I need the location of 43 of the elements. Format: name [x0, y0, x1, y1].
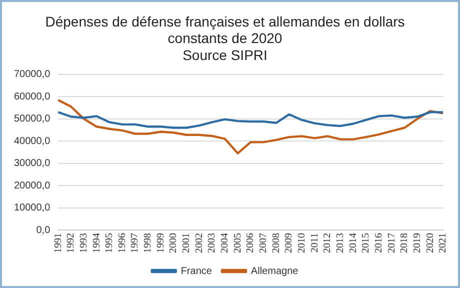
x-tick-label: 1998: [142, 233, 154, 253]
legend-label: France: [180, 266, 212, 277]
legend-label: Allemagne: [250, 266, 299, 277]
y-tick-label: 50000,0: [14, 114, 51, 125]
x-tick-label: 2003: [206, 233, 218, 253]
y-tick-label: 60000,0: [14, 91, 51, 102]
x-tick-label: 2011: [309, 233, 320, 253]
y-tick-label: 0,0: [36, 224, 51, 236]
y-tick-label: 30000,0: [14, 158, 51, 170]
x-tick-label: 2017: [386, 233, 398, 253]
x-tick-label: 2021: [438, 233, 449, 253]
x-tick-label: 2018: [399, 233, 410, 253]
x-tick-label: 2012: [322, 233, 334, 253]
x-tick-label: 2004: [220, 233, 231, 253]
x-tick-label: 2008: [270, 233, 282, 253]
x-tick-label: 2005: [232, 233, 244, 253]
y-tick-label: 70000,0: [14, 69, 51, 80]
y-tick-label: 10000,0: [14, 202, 51, 214]
x-tick-label: 1995: [104, 233, 116, 253]
x-tick-label: 2002: [194, 233, 205, 253]
x-tick-label: 2016: [373, 233, 384, 253]
x-tick-label: 1992: [66, 233, 77, 253]
x-tick-label: 2006: [245, 233, 256, 253]
x-tick-label: 1997: [130, 233, 141, 253]
x-tick-label: 1994: [91, 233, 102, 253]
x-tick-label: 2010: [296, 233, 308, 253]
x-tick-label: 2001: [181, 233, 192, 253]
x-tick-label: 2019: [412, 233, 423, 253]
x-tick-label: 2007: [258, 233, 270, 253]
chart-title: Dépenses de défense françaises et allemandes en dollars constants de 2020: [45, 13, 405, 46]
y-tick-label: 20000,0: [14, 180, 51, 192]
x-tick-label: 2009: [284, 233, 295, 253]
x-tick-label: 1999: [155, 233, 166, 253]
x-tick-label: 2013: [335, 233, 346, 253]
x-tick-label: 2014: [348, 233, 359, 253]
x-tick-label: 1993: [78, 233, 90, 253]
x-tick-label: 2020: [424, 233, 436, 253]
x-tick-label: 2015: [360, 233, 372, 253]
x-tick-label: 2000: [168, 233, 180, 253]
y-tick-label: 40000,0: [14, 136, 51, 147]
x-tick-label: 1991: [52, 233, 64, 253]
chart-subtitle: Source SIPRI: [182, 46, 268, 63]
x-tick-label: 1996: [116, 233, 128, 253]
